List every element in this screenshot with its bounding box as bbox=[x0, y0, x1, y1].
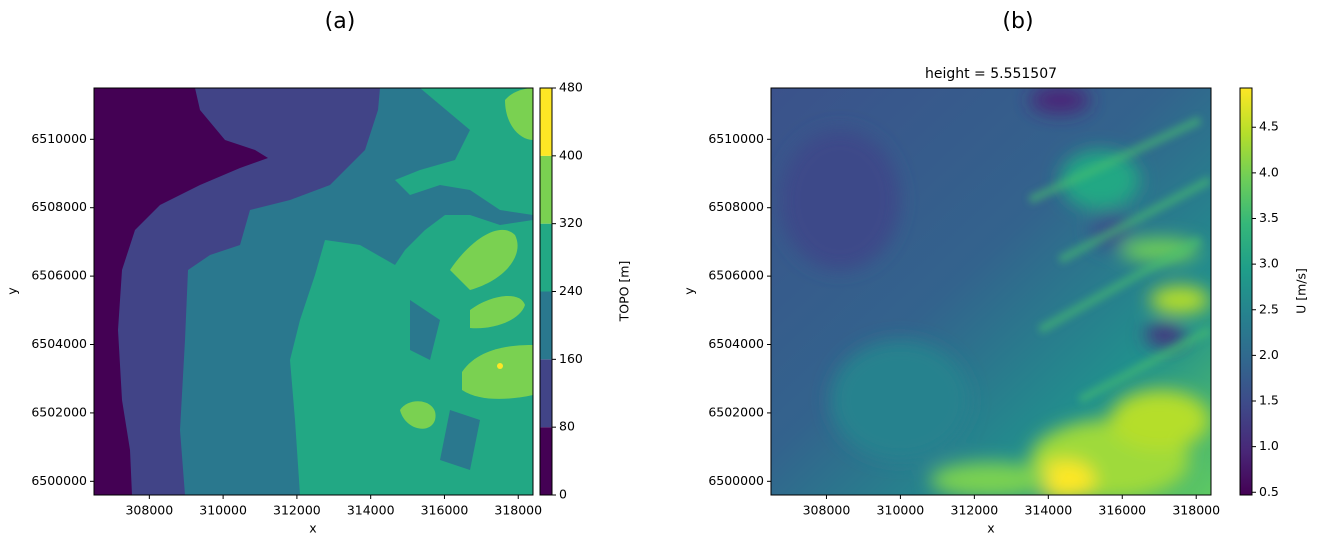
figure: (a) (b) height = 5.551507 x x y y TOPO [… bbox=[0, 0, 1318, 537]
colorbar-tick-label: 2.0 bbox=[1259, 347, 1279, 362]
colorbar-band bbox=[540, 156, 552, 224]
colorbar-tick-label: 3.5 bbox=[1259, 210, 1279, 225]
colorbar-tick-label: 2.5 bbox=[1259, 301, 1279, 316]
y-tick-label: 6510000 bbox=[708, 131, 764, 146]
y-tick-label: 6508000 bbox=[708, 199, 764, 214]
x-tick-label: 316000 bbox=[1098, 503, 1146, 518]
x-tick-label: 314000 bbox=[347, 503, 395, 518]
colorbar-label: TOPO [m] bbox=[617, 261, 632, 323]
colorbar-tick-label: 4.5 bbox=[1259, 119, 1279, 134]
panel-label: (b) bbox=[1002, 9, 1033, 34]
x-tick-label: 308000 bbox=[125, 503, 173, 518]
colorbar-tick-label: 0.5 bbox=[1259, 484, 1279, 499]
colorbar-tick-label: 80 bbox=[559, 419, 575, 434]
x-tick-label: 308000 bbox=[803, 503, 851, 518]
y-tick-label: 6508000 bbox=[31, 199, 87, 214]
colorbar-tick-label: 320 bbox=[559, 215, 583, 230]
x-axis-label: x bbox=[987, 521, 994, 536]
y-tick-label: 6510000 bbox=[31, 131, 87, 146]
panel-label: (a) bbox=[325, 9, 356, 34]
colorbar-band bbox=[540, 292, 552, 360]
heatmap-field bbox=[771, 86, 1211, 500]
colorbar-tick-label: 160 bbox=[559, 351, 583, 366]
y-tick-label: 6500000 bbox=[708, 473, 764, 488]
colorbar-band bbox=[540, 427, 552, 495]
y-axis-label: y bbox=[5, 287, 20, 295]
x-tick-label: 312000 bbox=[273, 503, 321, 518]
colorbar-tick-label: 4.0 bbox=[1259, 164, 1279, 179]
x-tick-label: 316000 bbox=[421, 503, 469, 518]
contour-field bbox=[94, 88, 533, 495]
colorbar-label: U [m/s] bbox=[1294, 268, 1309, 314]
colorbar-tick-label: 1.0 bbox=[1259, 438, 1279, 453]
colorbar-band bbox=[540, 88, 552, 156]
colorbar-tick-label: 0 bbox=[559, 487, 567, 502]
colorbar-tick-label: 480 bbox=[559, 80, 583, 95]
x-axis-label: x bbox=[309, 521, 316, 536]
y-tick-label: 6506000 bbox=[708, 268, 764, 283]
colorbar bbox=[1240, 88, 1252, 495]
colorbar-tick-label: 240 bbox=[559, 283, 583, 298]
colorbar-band bbox=[540, 224, 552, 292]
colorbar-tick-label: 400 bbox=[559, 147, 583, 162]
colorbar-tick-label: 3.0 bbox=[1259, 256, 1279, 271]
y-tick-label: 6502000 bbox=[708, 404, 764, 419]
y-tick-label: 6500000 bbox=[31, 473, 87, 488]
colorbar-band bbox=[540, 359, 552, 427]
x-tick-label: 318000 bbox=[494, 503, 542, 518]
colorbar-tick-label: 1.5 bbox=[1259, 393, 1279, 408]
y-tick-label: 6502000 bbox=[31, 404, 87, 419]
x-tick-label: 312000 bbox=[951, 503, 999, 518]
y-tick-label: 6506000 bbox=[31, 268, 87, 283]
y-axis-label: y bbox=[682, 287, 697, 295]
y-tick-label: 6504000 bbox=[708, 336, 764, 351]
x-tick-label: 318000 bbox=[1172, 503, 1220, 518]
chart-title: height = 5.551507 bbox=[925, 66, 1057, 82]
x-tick-label: 310000 bbox=[199, 503, 247, 518]
x-tick-label: 310000 bbox=[877, 503, 925, 518]
y-tick-label: 6504000 bbox=[31, 336, 87, 351]
x-tick-label: 314000 bbox=[1024, 503, 1072, 518]
